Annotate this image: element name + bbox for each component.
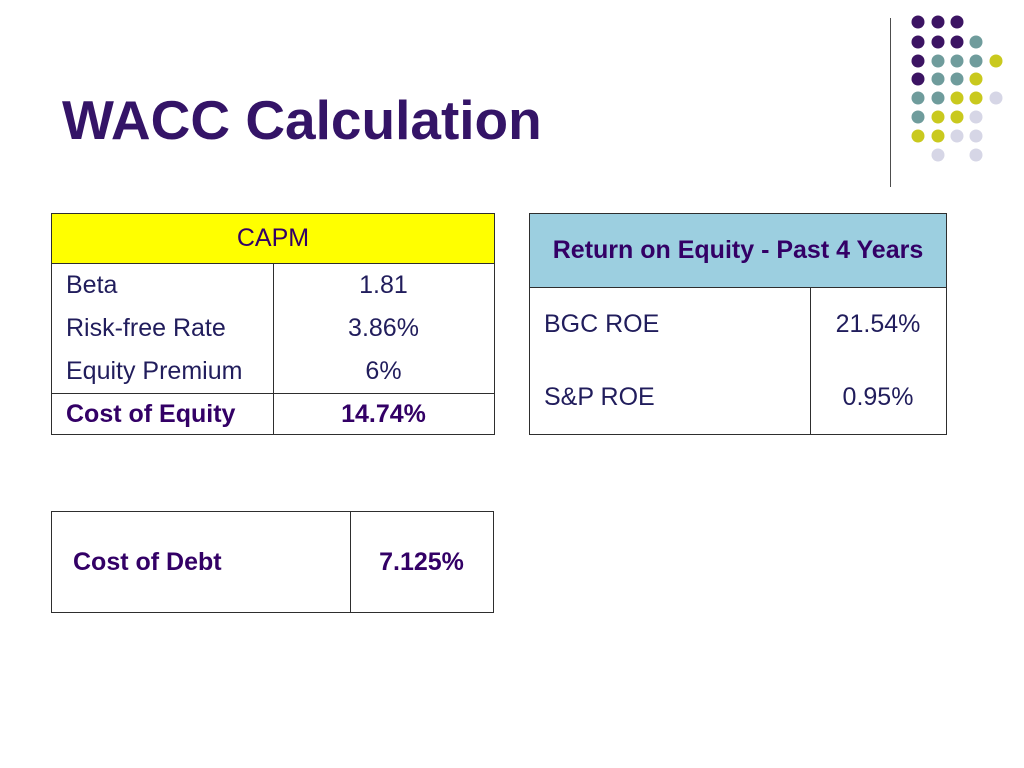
decor-dot [931, 35, 945, 49]
row-value: 21.54% [835, 310, 921, 338]
table-row: Equity Premium 6% [52, 350, 494, 393]
decor-dot [931, 15, 945, 29]
decor-dot [969, 129, 983, 143]
decor-dot [911, 110, 925, 124]
decor-dot [950, 35, 964, 49]
decor-dot [931, 54, 945, 68]
table-row: Cost of Debt 7.125% [52, 512, 493, 612]
row-value: 0.95% [842, 383, 914, 411]
row-label: Beta [66, 271, 118, 299]
row-label: Equity Premium [66, 357, 243, 385]
cost-of-equity-value: 14.74% [341, 399, 426, 428]
cost-of-equity-label: Cost of Equity [66, 399, 236, 428]
decor-dot [969, 35, 983, 49]
decor-dot [911, 91, 925, 105]
row-value: 1.81 [359, 271, 408, 299]
table-row: Risk-free Rate 3.86% [52, 307, 494, 350]
decor-dot [989, 91, 1003, 105]
decor-dot [950, 110, 964, 124]
column-divider [350, 512, 351, 612]
column-divider [810, 288, 811, 434]
cost-of-debt-table: Cost of Debt 7.125% [51, 511, 494, 613]
decor-dot [911, 72, 925, 86]
decor-dot [969, 148, 983, 162]
table-row: Beta 1.81 [52, 264, 494, 307]
decor-dot [911, 129, 925, 143]
table-row: BGC ROE 21.54% [530, 288, 946, 361]
decor-dot [931, 129, 945, 143]
decor-dot [911, 35, 925, 49]
roe-table-header: Return on Equity - Past 4 Years [530, 214, 946, 288]
decor-dot [969, 91, 983, 105]
cost-of-equity-row: Cost of Equity 14.74% [52, 393, 494, 434]
capm-header-label: CAPM [236, 224, 310, 252]
cost-of-debt-value: 7.125% [379, 547, 464, 576]
table-row: S&P ROE 0.95% [530, 361, 946, 434]
vertical-rule-line [890, 18, 891, 187]
decor-dot [989, 54, 1003, 68]
cost-of-debt-label: Cost of Debt [73, 547, 222, 576]
capm-table: CAPM Beta 1.81 Risk-free Rate 3.86% Equi… [51, 213, 495, 435]
row-label: Risk-free Rate [66, 314, 226, 342]
decor-dot [931, 110, 945, 124]
decorative-dot-grid [911, 15, 1003, 162]
row-label: BGC ROE [544, 310, 660, 338]
row-value: 6% [365, 357, 402, 385]
decor-dot [950, 54, 964, 68]
roe-header-label: Return on Equity - Past 4 Years [552, 236, 924, 264]
decor-dot [911, 54, 925, 68]
capm-table-header: CAPM [52, 214, 494, 264]
slide-title: WACC Calculation [62, 89, 542, 151]
row-value: 3.86% [348, 314, 419, 342]
column-divider [273, 264, 274, 434]
decor-dot [931, 91, 945, 105]
decor-dot [969, 54, 983, 68]
decor-dot [969, 110, 983, 124]
decor-dot [950, 72, 964, 86]
decor-dot [911, 15, 925, 29]
decor-dot [931, 148, 945, 162]
decor-dot [950, 15, 964, 29]
roe-table: Return on Equity - Past 4 Years BGC ROE … [529, 213, 947, 435]
row-label: S&P ROE [544, 383, 655, 411]
decor-dot [969, 72, 983, 86]
decor-dot [931, 72, 945, 86]
decor-dot [950, 129, 964, 143]
decor-dot [950, 91, 964, 105]
